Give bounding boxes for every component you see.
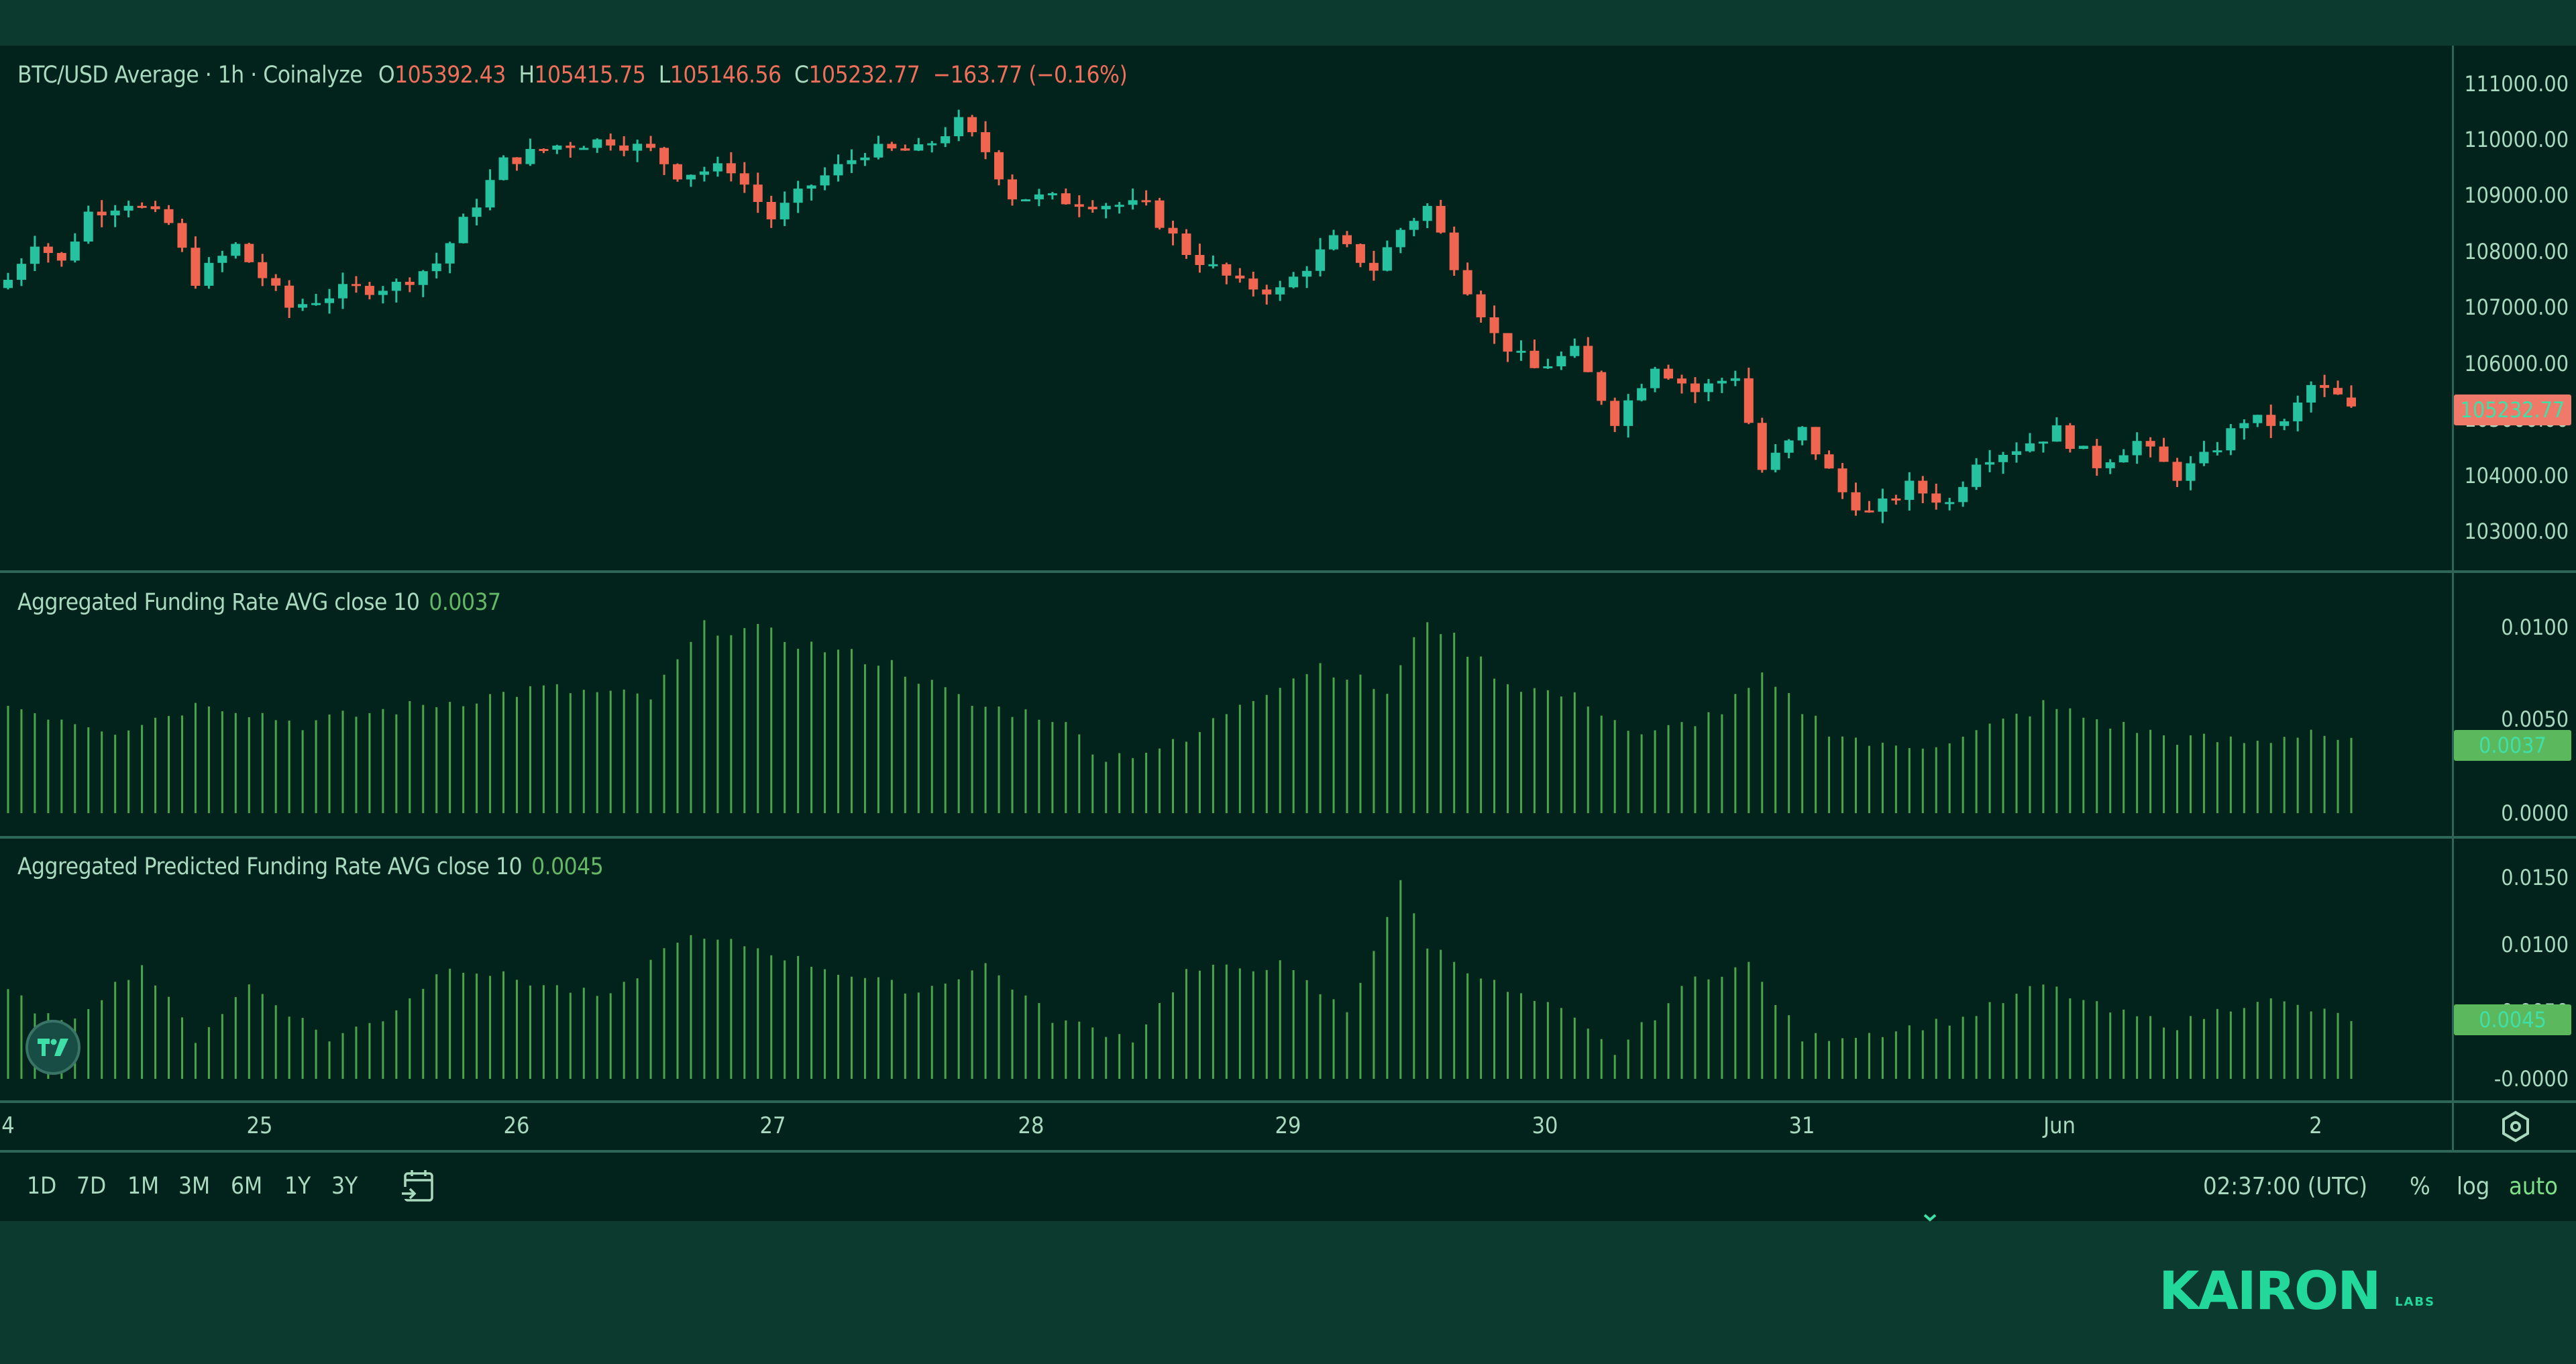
time-label: 28 bbox=[1018, 1112, 1044, 1139]
price-tick: 106000.00 bbox=[2464, 351, 2569, 376]
predicted-legend: Aggregated Predicted Funding Rate AVG cl… bbox=[17, 853, 604, 880]
time-label: 31 bbox=[1788, 1112, 1815, 1139]
clock-timezone[interactable]: 02:37:00 (UTC) bbox=[2203, 1173, 2368, 1200]
pane-divider[interactable] bbox=[0, 836, 2576, 839]
tradingview-icon bbox=[38, 1039, 68, 1056]
price-axis[interactable]: 111000.00 110000.00 109000.00 108000.00 … bbox=[2452, 46, 2576, 572]
time-label: 27 bbox=[759, 1112, 786, 1139]
ohlc-close-label: C bbox=[794, 62, 809, 89]
kairon-labs-sub: LABS bbox=[2395, 1295, 2436, 1309]
funding-badge: 0.0037 bbox=[2454, 730, 2571, 761]
pane-divider bbox=[0, 1150, 2576, 1153]
funding-tick: 0.0050 bbox=[2501, 706, 2569, 732]
range-3m-button[interactable]: 3M bbox=[178, 1173, 211, 1200]
calendar-goto-icon[interactable] bbox=[401, 1168, 436, 1204]
ohlc-high-label: H bbox=[519, 62, 535, 89]
funding-rate-histogram bbox=[7, 620, 2353, 813]
funding-label: Aggregated Funding Rate AVG close 10 bbox=[17, 589, 420, 616]
bottom-toolbar: 1D 7D 1M 3M 6M 1Y 3Y 02:37:00 (UTC) % lo… bbox=[0, 1152, 2576, 1221]
range-1m-button[interactable]: 1M bbox=[127, 1173, 160, 1200]
settings-cell bbox=[2452, 1103, 2576, 1150]
price-tick: 104000.00 bbox=[2464, 463, 2569, 488]
time-axis[interactable]: 4 25 26 27 28 29 30 31 Jun 2 bbox=[0, 1103, 2452, 1150]
tradingview-logo[interactable] bbox=[25, 1020, 80, 1075]
predicted-tick: -0.0000 bbox=[2493, 1066, 2569, 1092]
range-3y-button[interactable]: 3Y bbox=[331, 1173, 358, 1200]
range-1y-button[interactable]: 1Y bbox=[284, 1173, 311, 1200]
time-label: 30 bbox=[1532, 1112, 1558, 1139]
candlestick-series bbox=[3, 109, 2356, 523]
ohlc-low-label: L bbox=[658, 62, 671, 89]
symbol-title: BTC/USD Average · 1h · Coinalyze bbox=[17, 62, 363, 89]
price-tick: 109000.00 bbox=[2464, 182, 2569, 208]
price-pane[interactable] bbox=[0, 46, 2452, 572]
time-label: 4 bbox=[1, 1112, 15, 1139]
time-label: 26 bbox=[503, 1112, 530, 1139]
predicted-value: 0.0045 bbox=[531, 853, 604, 880]
price-tick: 108000.00 bbox=[2464, 239, 2569, 264]
ohlc-open: 105392.43 bbox=[394, 62, 506, 89]
time-label: 29 bbox=[1275, 1112, 1301, 1139]
time-label: 25 bbox=[246, 1112, 273, 1139]
chevron-down-icon[interactable] bbox=[1923, 1213, 1937, 1222]
price-tick: 111000.00 bbox=[2464, 71, 2569, 97]
kairon-logo: KAIRON bbox=[2159, 1261, 2381, 1322]
percent-scale-button[interactable]: % bbox=[2410, 1173, 2430, 1200]
funding-tick: 0.0000 bbox=[2501, 800, 2569, 826]
funding-rate-pane[interactable] bbox=[0, 573, 2452, 836]
predicted-tick: 0.0100 bbox=[2501, 932, 2569, 957]
settings-gear-icon[interactable] bbox=[2498, 1109, 2533, 1144]
predicted-tick: 0.0150 bbox=[2501, 865, 2569, 890]
ohlc-open-label: O bbox=[378, 62, 395, 89]
pane-divider bbox=[0, 1100, 2576, 1103]
predicted-funding-histogram bbox=[7, 880, 2353, 1079]
funding-legend: Aggregated Funding Rate AVG close 10 0.00… bbox=[17, 589, 501, 616]
range-1d-button[interactable]: 1D bbox=[27, 1173, 57, 1200]
ohlc-low: 105146.56 bbox=[669, 62, 782, 89]
range-7d-button[interactable]: 7D bbox=[76, 1173, 107, 1200]
last-price-badge: 105232.77 bbox=[2454, 395, 2571, 425]
range-6m-button[interactable]: 6M bbox=[231, 1173, 263, 1200]
log-scale-button[interactable]: log bbox=[2457, 1173, 2490, 1200]
price-tick: 110000.00 bbox=[2464, 127, 2569, 152]
time-label: Jun bbox=[2043, 1112, 2076, 1139]
ohlc-close: 105232.77 bbox=[808, 62, 920, 89]
predicted-badge: 0.0045 bbox=[2454, 1004, 2571, 1035]
predicted-label: Aggregated Predicted Funding Rate AVG cl… bbox=[17, 853, 523, 880]
predicted-axis[interactable]: 0.0150 0.0100 0.0050 -0.0000 0.0045 bbox=[2452, 839, 2576, 1100]
funding-tick: 0.0100 bbox=[2501, 615, 2569, 640]
ohlc-high: 105415.75 bbox=[534, 62, 646, 89]
price-tick: 107000.00 bbox=[2464, 295, 2569, 320]
pane-divider[interactable] bbox=[0, 570, 2576, 573]
ohlc-change: −163.77 (−0.16%) bbox=[932, 62, 1128, 89]
funding-value: 0.0037 bbox=[429, 589, 501, 616]
auto-scale-button[interactable]: auto bbox=[2509, 1173, 2558, 1200]
predicted-funding-pane[interactable] bbox=[0, 839, 2452, 1100]
funding-axis[interactable]: 0.0100 0.0050 0.0000 0.0037 bbox=[2452, 573, 2576, 836]
price-tick: 103000.00 bbox=[2464, 519, 2569, 544]
time-label: 2 bbox=[2309, 1112, 2322, 1139]
price-legend: BTC/USD Average · 1h · Coinalyze O105392… bbox=[17, 62, 1128, 89]
chart-container bbox=[0, 46, 2576, 1221]
